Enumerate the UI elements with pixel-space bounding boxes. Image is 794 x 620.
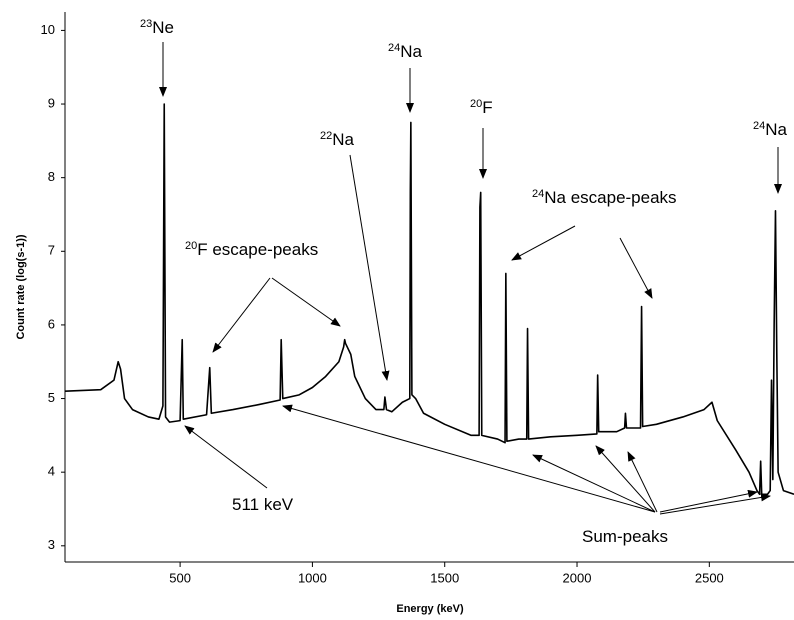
y-tick-label: 4 (48, 464, 55, 479)
annotation: 20F escape-peaks (185, 240, 318, 259)
spectrum-line (64, 103, 794, 496)
y-tick-label: 8 (48, 169, 55, 184)
arrow (282, 404, 656, 513)
arrow (619, 237, 653, 299)
annotation: 20F (470, 98, 493, 117)
plot-area (64, 103, 794, 496)
arrow (271, 277, 341, 327)
arrow (532, 454, 656, 513)
arrow (212, 277, 271, 353)
y-tick-label: 6 (48, 316, 55, 331)
x-tick-label: 2500 (695, 570, 724, 585)
arrow (349, 154, 390, 381)
arrow (595, 445, 656, 513)
y-tick-label: 10 (41, 22, 55, 37)
x-tick-label: 1500 (430, 570, 459, 585)
arrow (184, 425, 268, 489)
annotation: 24Na (753, 120, 788, 139)
y-tick-label: 9 (48, 95, 55, 110)
annotation: 511 keV (232, 495, 294, 514)
annotation: Sum-peaks (582, 527, 668, 546)
arrow (627, 451, 658, 513)
y-tick-label: 3 (48, 537, 55, 552)
arrow (659, 493, 771, 515)
x-axis-title: Energy (keV) (396, 603, 464, 615)
x-tick-label: 1000 (298, 570, 327, 585)
x-tick-label: 500 (169, 570, 191, 585)
y-tick-label: 7 (48, 243, 55, 258)
arrow (511, 225, 576, 261)
y-tick-label: 5 (48, 390, 55, 405)
annotation: 24Na escape-peaks (532, 188, 677, 207)
arrow (659, 489, 758, 513)
annotation: 24Na (388, 42, 423, 61)
x-tick-label: 2000 (563, 570, 592, 585)
annotation: 23Ne (140, 18, 174, 37)
y-axis-title: Count rate (log(s-1)) (15, 234, 27, 339)
annotation: 22Na (320, 130, 355, 149)
